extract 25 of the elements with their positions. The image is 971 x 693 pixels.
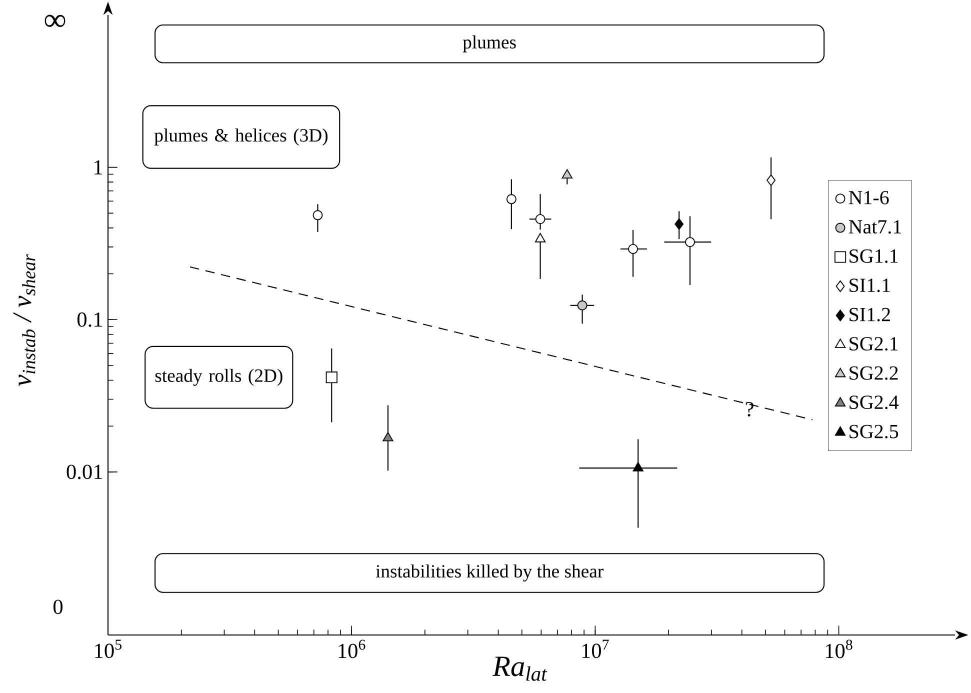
x-tick-label: 10$^{7}$ [582,640,609,658]
text: ∞ [44,14,66,27]
y-axis-title: v$_{instab}$ / v$_{shear}$ [13,254,36,386]
annotation: plumes [462,35,516,52]
x-tick-label: 10$^{5}$ [95,640,122,658]
legend-label: SI1.2 [850,308,890,322]
legend-label: SG2.5 [850,424,898,438]
legend-label: SG2.1 [850,337,898,351]
legend-label: SG1.1 [850,249,898,263]
text: 0 [53,600,63,614]
annotation: ? [746,402,754,416]
y-tick-label: 1 [94,160,102,174]
legend-label: N1-6 [848,190,889,204]
annotation: plumes & helices (3D) [154,128,328,146]
legend-label: SG2.2 [850,366,898,380]
x-tick-label: 10$^{8}$ [826,640,852,658]
annotation: instabilities killed by the shear [376,564,604,582]
x-axis-title: Ra$_{lat}$ [492,656,548,681]
legend-label: SI1.1 [850,278,890,292]
legend-label: Nat7.1 [848,220,901,234]
y-tick-label: 0.01 [66,464,102,480]
y-tick-label: 0.1 [77,312,102,327]
legend-label: SG2.4 [850,396,899,410]
annotation: steady rolls (2D) [155,368,282,386]
x-tick-label: 10$^{6}$ [338,640,366,658]
